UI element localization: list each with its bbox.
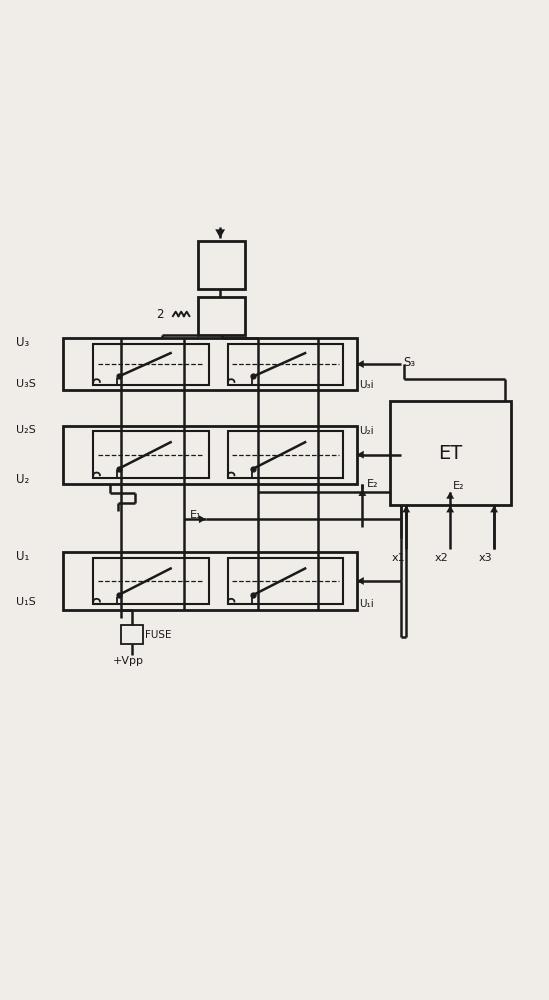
Text: U₂S: U₂S [16,425,36,435]
Bar [63,552,357,610]
Bar [228,558,343,604]
Polygon shape [357,451,364,459]
Text: S₃: S₃ [404,356,416,369]
Text: ET: ET [438,444,462,463]
Bar [228,344,343,385]
Polygon shape [357,360,364,368]
Text: FUSE: FUSE [145,630,172,640]
Text: x2: x2 [435,553,449,563]
Polygon shape [358,489,366,496]
Polygon shape [446,505,454,512]
Bar [198,297,245,335]
Bar [93,431,209,478]
Bar [63,338,357,390]
Text: x3: x3 [479,553,492,563]
Text: U₁S: U₁S [16,597,36,607]
Text: U₃i: U₃i [360,380,374,390]
Bar [93,558,209,604]
Text: +Vpp: +Vpp [113,656,143,666]
Bar [198,241,245,289]
Polygon shape [199,515,206,523]
Text: U₁: U₁ [16,550,30,563]
Text: E₂: E₂ [367,479,378,489]
Text: U₂: U₂ [16,473,30,486]
Bar [93,344,209,385]
Bar [121,625,143,644]
Text: U₃S: U₃S [16,379,36,389]
Bar [390,401,511,505]
Polygon shape [402,505,410,512]
Text: U₂i: U₂i [360,426,374,436]
Polygon shape [357,577,364,585]
Text: E₁: E₁ [189,510,201,520]
Polygon shape [215,229,225,238]
Text: E₂: E₂ [453,481,464,491]
Text: U₃: U₃ [16,336,30,349]
Text: 2: 2 [156,308,164,321]
Polygon shape [446,492,454,499]
Polygon shape [490,505,498,512]
Text: U₁i: U₁i [360,599,374,609]
Bar [63,426,357,484]
Text: x1: x1 [391,553,405,563]
Bar [228,431,343,478]
